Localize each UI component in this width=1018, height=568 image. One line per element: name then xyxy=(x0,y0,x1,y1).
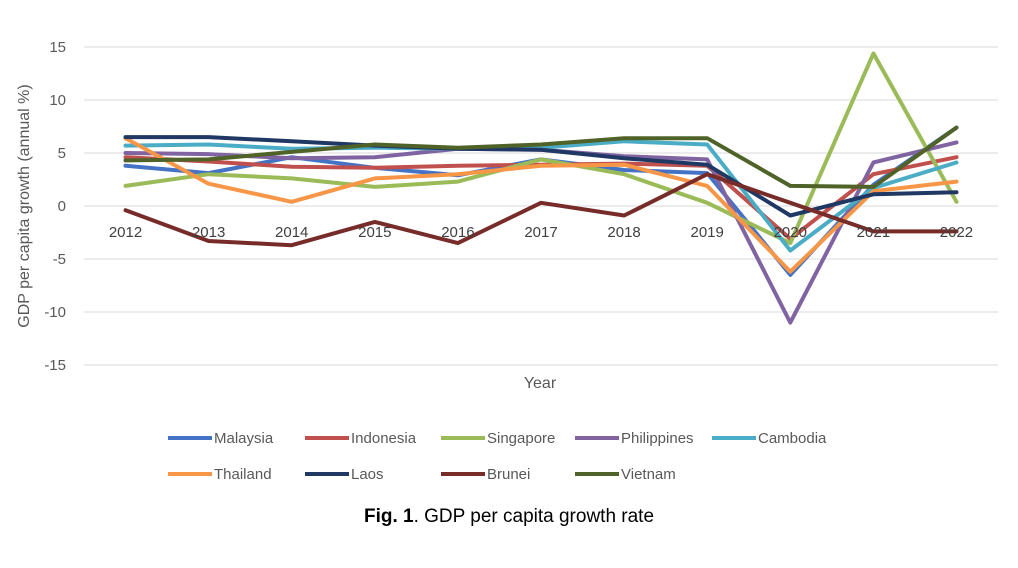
x-tick-label: 2014 xyxy=(275,224,308,241)
series-line-vietnam xyxy=(123,125,959,189)
legend-label: Philippines xyxy=(621,430,694,447)
figure-caption: Fig. 1. GDP per capita growth rate xyxy=(0,506,1018,528)
y-tick-label: -5 xyxy=(53,251,66,268)
x-tick-label: 2015 xyxy=(358,224,391,241)
y-tick-label: 0 xyxy=(58,198,66,215)
series-lines xyxy=(123,51,959,325)
y-tick-label: -15 xyxy=(44,357,66,374)
series-line-thailand xyxy=(123,136,959,274)
legend-label: Indonesia xyxy=(351,430,417,447)
legend-label: Vietnam xyxy=(621,466,676,483)
series-line-cambodia xyxy=(123,139,959,253)
legend-label: Brunei xyxy=(487,466,530,483)
x-tick-label: 2021 xyxy=(857,224,890,241)
x-tick-label: 2019 xyxy=(690,224,723,241)
series-line-singapore xyxy=(123,51,959,246)
y-tick-label: -10 xyxy=(44,304,66,321)
x-axis-title: Year xyxy=(524,375,557,392)
y-axis-ticks: 15 10 5 0 -5 -10 -15 xyxy=(44,39,66,374)
gridlines xyxy=(84,46,998,366)
legend-label: Thailand xyxy=(214,466,272,483)
y-tick-label: 10 xyxy=(49,92,66,109)
x-tick-label: 2017 xyxy=(524,224,557,241)
legend: Malaysia Indonesia Singapore Philippines Cam… xyxy=(168,430,827,483)
legend-label: Singapore xyxy=(487,430,555,447)
x-tick-label: 2018 xyxy=(607,224,640,241)
y-tick-label: 5 xyxy=(58,145,66,162)
x-tick-label: 2020 xyxy=(774,224,807,241)
x-tick-label: 2022 xyxy=(940,224,973,241)
y-tick-label: 15 xyxy=(49,39,66,56)
legend-label: Laos xyxy=(351,466,384,483)
series-line-brunei xyxy=(123,172,959,248)
figure-label: Fig. 1 xyxy=(363,506,414,527)
x-tick-label: 2012 xyxy=(109,224,142,241)
y-axis-title: GDP per capita growth (annual %) xyxy=(16,84,33,327)
figure-caption-text: . GDP per capita growth rate xyxy=(413,506,655,527)
legend-label: Malaysia xyxy=(214,430,274,447)
x-tick-label: 2016 xyxy=(441,224,474,241)
x-tick-label: 2013 xyxy=(192,224,225,241)
legend-label: Cambodia xyxy=(758,430,827,447)
series-line-laos xyxy=(123,135,959,218)
x-axis-ticks: 2012 2013 2014 2015 2016 2017 2018 2019 2020 2021… xyxy=(109,224,973,241)
